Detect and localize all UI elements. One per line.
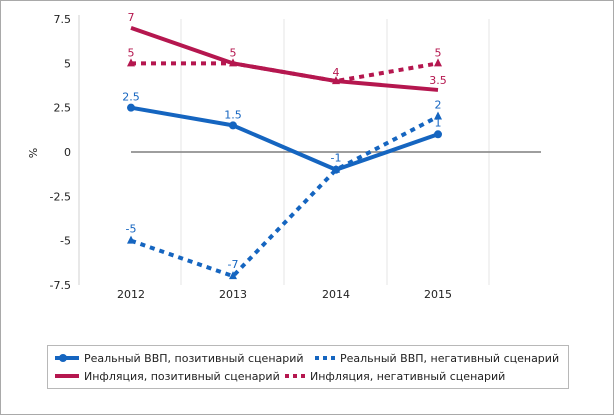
x-tick-label: 2012 — [117, 288, 145, 301]
y-tick-label: -5 — [60, 235, 71, 248]
y-tick-label: -2.5 — [50, 190, 71, 203]
legend-label-inflation-positive: Инфляция, позитивный сценарий — [84, 369, 280, 383]
x-tick-label: 2014 — [322, 288, 350, 301]
legend-label-gdp-positive: Реальный ВВП, позитивный сценарий — [84, 351, 304, 365]
data-point — [332, 164, 340, 173]
data-label: 5 — [230, 46, 237, 59]
legend: Реальный ВВП, позитивный сценарий Реальн… — [47, 345, 569, 389]
x-tick-label: 2013 — [219, 288, 247, 301]
series-lines — [127, 25, 442, 280]
data-label: -7 — [228, 258, 239, 271]
legend-item-gdp-negative[interactable]: Реальный ВВП, негативный сценарий — [314, 349, 559, 367]
x-tick-labels: 2012 2013 2014 2015 — [117, 288, 452, 301]
data-point — [127, 58, 135, 67]
data-point — [229, 121, 237, 130]
data-label: 5 — [128, 46, 135, 59]
legend-label-inflation-negative: Инфляция, негативный сценарий — [310, 369, 506, 383]
legend-item-inflation-positive[interactable]: Инфляция, позитивный сценарий — [54, 367, 280, 385]
data-point — [434, 111, 442, 120]
data-point — [434, 130, 442, 139]
series-line-0 — [130, 105, 439, 172]
legend-swatch-inflation-negative — [285, 374, 305, 378]
data-point — [127, 103, 135, 112]
y-tick-label: 2.5 — [54, 102, 72, 115]
legend-swatch-gdp-negative — [315, 356, 335, 360]
data-point — [229, 58, 237, 67]
legend-item-inflation-negative[interactable]: Инфляция, негативный сценарий — [284, 367, 505, 385]
data-point — [127, 235, 135, 244]
y-tick-labels: 7.5 5 2.5 0 -2.5 -5 -7.5 — [50, 13, 71, 292]
legend-swatch-inflation-positive — [55, 374, 79, 378]
y-tick-label: 0 — [64, 146, 71, 159]
data-point — [434, 58, 442, 67]
data-label: 4 — [333, 66, 340, 79]
data-label: 1 — [435, 116, 442, 129]
y-tick-label: 7.5 — [54, 13, 72, 26]
series-line-1 — [130, 114, 439, 279]
data-label: 3.5 — [429, 74, 447, 87]
y-axis-label: % — [27, 148, 40, 158]
data-point — [229, 271, 237, 280]
data-label: -1 — [331, 152, 342, 165]
axes — [78, 15, 541, 285]
data-labels: 2.5 1.5 -1 1 -5 -7 2 7 4 3.5 5 5 5 — [122, 11, 447, 271]
data-label: 7 — [128, 11, 135, 24]
legend-swatch-gdp-positive — [55, 354, 79, 362]
data-label: 5 — [435, 46, 442, 59]
legend-item-gdp-positive[interactable]: Реальный ВВП, позитивный сценарий — [54, 349, 304, 367]
data-label: 1.5 — [224, 108, 242, 121]
y-tick-label: -7.5 — [50, 279, 71, 292]
data-label: 2.5 — [122, 91, 140, 104]
x-tick-label: 2015 — [424, 288, 452, 301]
data-label: -5 — [126, 223, 137, 236]
y-tick-label: 5 — [64, 57, 71, 70]
data-label: 2 — [435, 99, 442, 112]
legend-label-gdp-negative: Реальный ВВП, негативный сценарий — [340, 351, 560, 365]
data-point — [332, 76, 340, 85]
series-line-3 — [131, 61, 439, 84]
